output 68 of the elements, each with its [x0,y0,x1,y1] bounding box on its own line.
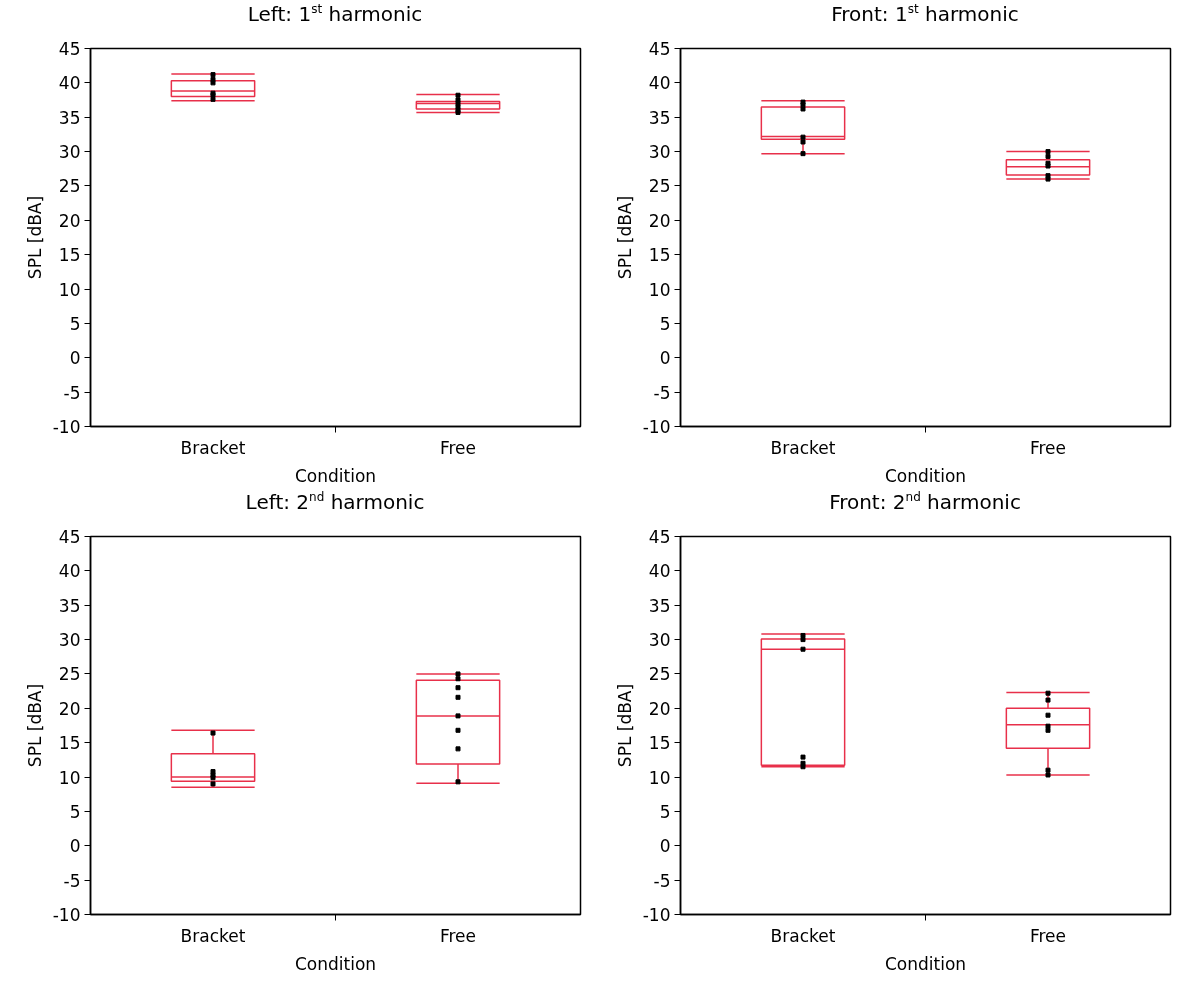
y-tick-label: 40 [648,561,671,582]
y-tick-label: 30 [648,142,671,163]
x-tick-label: Bracket [770,437,836,458]
y-tick-label: 40 [58,73,81,94]
chart-title: Front: 2$^{nd}$ harmonic [828,489,1022,516]
y-tick-label: 5 [69,313,81,334]
x-tick-label: Bracket [180,925,246,946]
y-tick-label: 20 [58,210,81,231]
y-tick-label: 45 [58,39,81,59]
y-tick-label: 5 [659,313,671,334]
y-tick-label: 10 [648,767,671,788]
y-tick-label: 20 [648,698,671,719]
y-tick-label: 15 [58,245,81,266]
y-tick-label: 15 [648,733,671,754]
y-tick-label: -5 [653,382,671,403]
y-tick-label: 25 [648,176,671,197]
y-tick-label: 15 [58,733,81,754]
y-tick-label: -5 [63,870,81,891]
x-tick-label: Free [439,437,477,458]
y-tick-label: 45 [58,527,81,547]
y-tick-label: -10 [642,417,671,437]
y-tick-label: -5 [653,870,671,891]
y-tick-label: 0 [69,348,81,369]
y-tick-label: 45 [648,39,671,59]
y-tick-label: 20 [58,698,81,719]
y-tick-label: -10 [642,905,671,925]
x-axis-title: Condition [884,953,967,974]
y-tick-label: 35 [648,107,671,128]
x-tick-label: Bracket [180,437,246,458]
y-axis-title: SPL [dBA] [24,683,45,768]
y-tick-label: -5 [63,382,81,403]
y-tick-label: -10 [52,417,81,437]
y-axis-title: SPL [dBA] [614,195,635,280]
y-tick-label: 35 [58,107,81,128]
x-tick-label: Free [439,925,477,946]
y-tick-label: 10 [58,279,81,300]
x-axis-title: Condition [884,465,967,486]
y-tick-label: 5 [69,801,81,822]
chart-title: Left: 2$^{nd}$ harmonic [244,489,426,516]
x-tick-label: Bracket [770,925,836,946]
y-tick-label: 30 [648,630,671,651]
y-tick-label: 25 [58,664,81,685]
y-tick-label: 40 [648,73,671,94]
y-tick-label: 25 [648,664,671,685]
y-tick-label: 40 [58,561,81,582]
x-axis-title: Condition [294,465,377,486]
chart-title: Front: 1$^{st}$ harmonic [830,1,1020,28]
y-tick-label: 35 [648,595,671,616]
y-tick-label: 35 [58,595,81,616]
y-tick-label: 0 [659,348,671,369]
y-tick-label: 0 [659,836,671,857]
y-tick-label: 30 [58,142,81,163]
y-tick-label: 10 [648,279,671,300]
y-tick-label: 10 [58,767,81,788]
y-tick-label: 5 [659,801,671,822]
y-tick-label: 15 [648,245,671,266]
y-tick-label: 20 [648,210,671,231]
y-axis-title: SPL [dBA] [24,195,45,280]
x-tick-label: Free [1029,925,1067,946]
x-axis-title: Condition [294,953,377,974]
y-tick-label: 25 [58,176,81,197]
y-tick-label: 45 [648,527,671,547]
y-tick-label: -10 [52,905,81,925]
y-axis-title: SPL [dBA] [614,683,635,768]
y-tick-label: 0 [69,836,81,857]
x-tick-label: Free [1029,437,1067,458]
chart-title: Left: 1$^{st}$ harmonic [246,1,424,28]
y-tick-label: 30 [58,630,81,651]
